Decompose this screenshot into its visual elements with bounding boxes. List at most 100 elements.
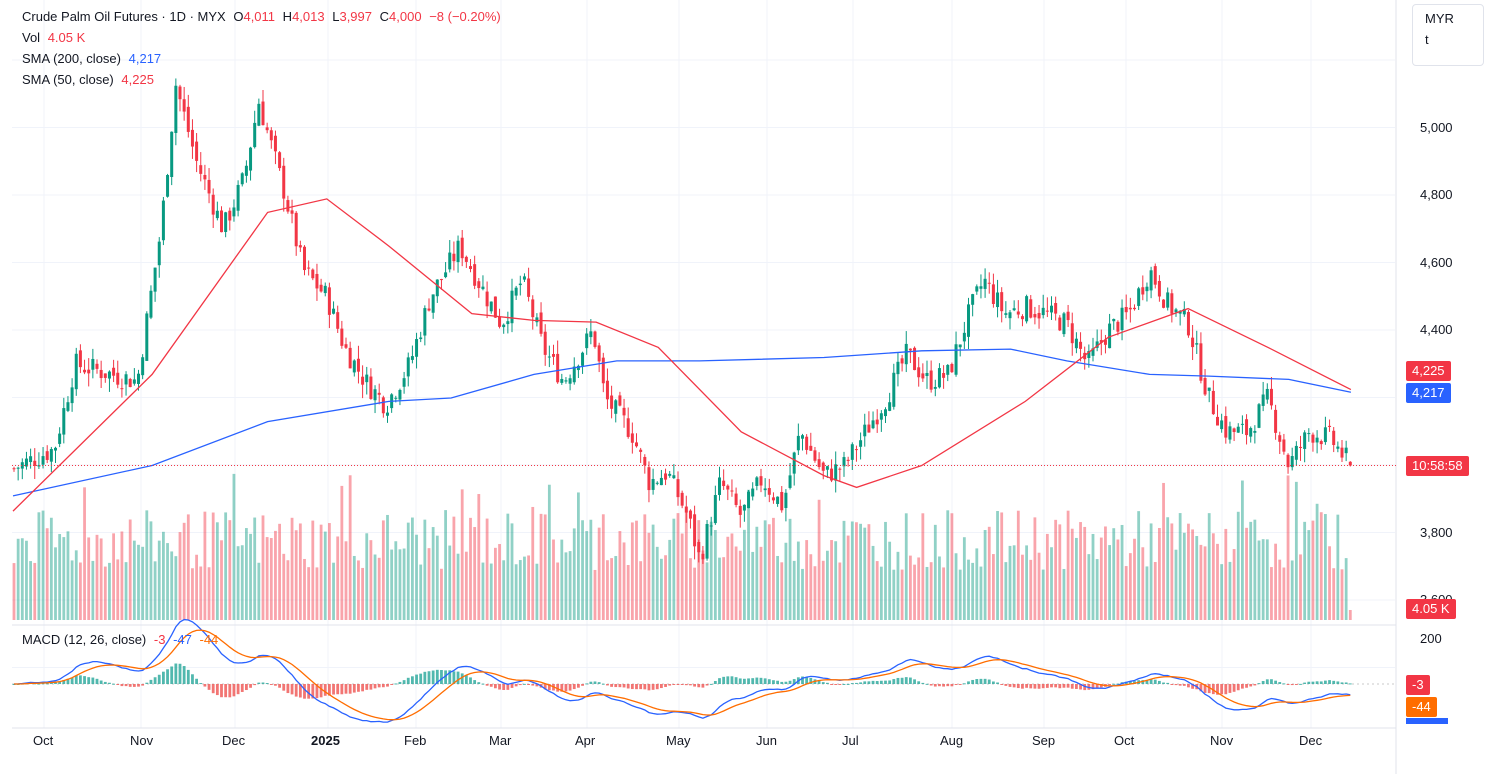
volume-bar — [1166, 517, 1170, 620]
macd-hist-bar — [95, 678, 99, 684]
candle-body — [174, 85, 178, 133]
candle-body — [825, 466, 829, 470]
sma50-legend[interactable]: SMA (50, close) 4,225 — [22, 72, 158, 88]
volume-bar — [1232, 549, 1236, 620]
volume-bar — [1191, 529, 1194, 620]
candle-body — [74, 353, 78, 390]
volume-bar — [971, 562, 975, 620]
candle-body — [659, 477, 663, 486]
volume-bar — [747, 489, 750, 620]
macd-hist-bar — [415, 674, 418, 684]
macd-hist-bar — [456, 671, 460, 684]
candle-body — [942, 373, 946, 378]
candle-body — [1103, 339, 1107, 345]
volume-bar — [365, 533, 369, 620]
candle-body — [514, 287, 518, 296]
macd-hist-bar — [655, 684, 659, 690]
candle-body — [1182, 308, 1186, 315]
volume-bar — [552, 539, 555, 620]
currency-unit-box[interactable]: MYR t — [1412, 4, 1484, 66]
volume-bar — [618, 531, 622, 620]
volume-bar — [361, 567, 364, 620]
macd-hist-bar — [54, 682, 57, 684]
volume-bar — [514, 564, 518, 620]
candle-body — [236, 184, 240, 211]
macd-hist-bar — [1091, 684, 1095, 690]
volume-bar — [469, 517, 472, 620]
volume-bar — [1344, 558, 1348, 620]
macd-label: MACD (12, 26, close) — [22, 632, 147, 647]
candle-body — [834, 464, 838, 481]
volume-bar — [315, 567, 319, 620]
candle-body — [635, 442, 638, 447]
macd-hist-bar — [1207, 684, 1211, 694]
sma200-label: SMA (200, close) — [22, 51, 121, 66]
volume-bar — [1153, 561, 1157, 620]
volume-bar — [879, 566, 883, 620]
macd-hist-bar — [37, 683, 41, 685]
macd-hist-bar — [763, 678, 767, 684]
macd-hist-bar — [672, 684, 676, 685]
candle-body — [543, 331, 547, 355]
macd-hist-bar — [402, 680, 406, 684]
candle-body — [726, 485, 730, 490]
macd-hist-bar — [1158, 680, 1161, 684]
macd-hist-bar — [892, 679, 896, 684]
macd-hist-bar — [344, 684, 348, 694]
macd-hist-bar — [1265, 679, 1269, 684]
volume-bar — [697, 520, 701, 620]
candle-body — [1095, 341, 1099, 348]
macd-hist-bar — [1348, 683, 1352, 685]
volume-bar — [137, 544, 140, 620]
volume-bar — [921, 513, 925, 620]
macd-hist-bar — [1236, 684, 1240, 691]
macd-hist-bar — [1079, 684, 1082, 690]
candle-body — [402, 378, 406, 387]
macd-hist-bar — [1286, 684, 1290, 685]
macd-hist-bar — [1290, 684, 1294, 686]
candle-body — [908, 348, 912, 351]
volume-bar — [1278, 559, 1282, 620]
macd-legend[interactable]: MACD (12, 26, close) -3 -47 -44 — [22, 632, 222, 648]
time-tick: 2025 — [311, 733, 340, 748]
volume-bar — [896, 551, 900, 620]
time-tick: Apr — [575, 733, 596, 748]
macd-hist-bar — [1095, 684, 1099, 689]
candle-body — [1199, 343, 1203, 381]
candle-body — [1328, 425, 1332, 427]
volume-bar — [718, 557, 721, 620]
volume-bar — [108, 562, 111, 620]
candle-body — [199, 165, 203, 174]
volume-bar — [572, 528, 576, 620]
candle-body — [946, 364, 950, 375]
macd-hist-bar — [684, 684, 688, 686]
volume-bar — [448, 545, 452, 620]
volume-legend[interactable]: Vol 4.05 K — [22, 30, 89, 46]
candle-body — [323, 285, 327, 294]
high-value: 4,013 — [292, 9, 325, 24]
macd-hist-bar — [1216, 684, 1219, 695]
macd-hist-bar — [207, 684, 211, 690]
macd-hist-bar — [884, 680, 887, 684]
macd-hist-bar — [332, 684, 335, 695]
macd-hist-bar — [103, 681, 107, 684]
candle-body — [481, 286, 485, 290]
candle-body — [1037, 312, 1041, 319]
macd-hist-bar — [879, 680, 883, 684]
volume-bar — [1270, 567, 1273, 620]
sma200-legend[interactable]: SMA (200, close) 4,217 — [22, 51, 165, 67]
macd-hist-bar — [170, 666, 174, 684]
volume-bar — [523, 556, 526, 620]
macd-hist-bar — [510, 684, 514, 688]
volume-bar — [834, 541, 838, 620]
symbol-title[interactable]: Crude Palm Oil Futures · 1D · MYX — [22, 9, 226, 24]
volume-bar — [1274, 543, 1277, 620]
macd-hist-bar — [635, 684, 638, 690]
time-tick: Aug — [940, 733, 964, 748]
candle-body — [211, 194, 215, 215]
macd-hist-bar — [738, 678, 742, 684]
macd-hist-bar — [1000, 684, 1004, 685]
volume-bar — [62, 537, 66, 620]
macd-hist-bar — [846, 683, 850, 685]
